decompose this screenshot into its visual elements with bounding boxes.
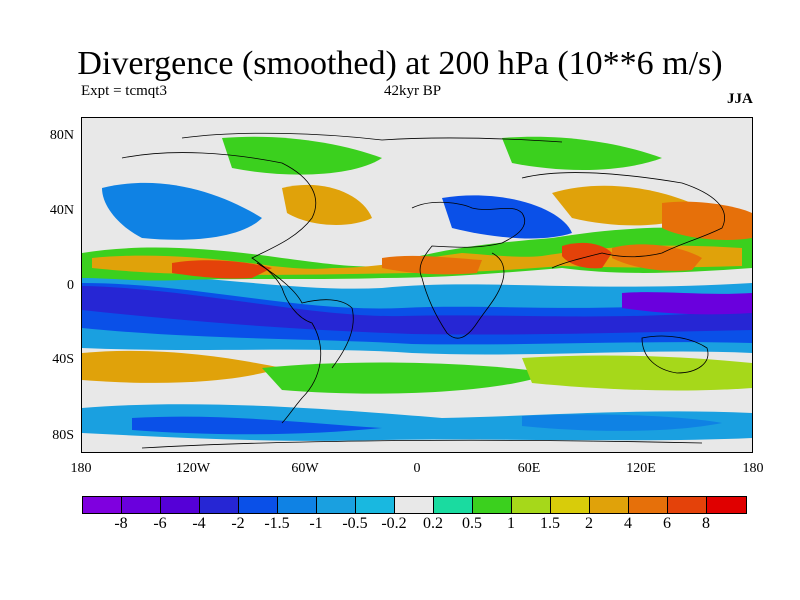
colorbar-label: -8 xyxy=(114,515,128,532)
colorbar-label: -1.5 xyxy=(264,515,290,532)
colorbar-swatch xyxy=(122,497,161,513)
colorbar-swatch xyxy=(512,497,551,513)
colorbar-label: -6 xyxy=(153,515,167,532)
colorbar-label: -4 xyxy=(192,515,206,532)
lon-label-120e: 120E xyxy=(626,461,656,476)
colorbar-label: -2 xyxy=(231,515,245,532)
season-label: JJA xyxy=(727,91,753,107)
colorbar-label: -0.5 xyxy=(342,515,368,532)
colorbar xyxy=(82,496,747,514)
colorbar-swatch xyxy=(590,497,629,513)
colorbar-label: -1 xyxy=(309,515,323,532)
lat-label-80n: 80N xyxy=(49,128,74,143)
experiment-label: Expt = tcmqt3 xyxy=(81,83,167,99)
colorbar-label: 1.5 xyxy=(540,515,560,532)
colorbar-swatch xyxy=(395,497,434,513)
colorbar-swatch xyxy=(239,497,278,513)
colorbar-swatch xyxy=(317,497,356,513)
colorbar-label: 0.5 xyxy=(462,515,482,532)
colorbar-swatch xyxy=(668,497,707,513)
lat-label-0: 0 xyxy=(67,278,74,293)
lon-label-60w: 60W xyxy=(291,461,319,476)
lat-label-40n: 40N xyxy=(49,203,74,218)
lon-label-180w: 180 xyxy=(70,461,92,476)
lon-label-120w: 120W xyxy=(175,461,211,476)
map-canvas xyxy=(82,118,752,452)
colorbar-label: 4 xyxy=(624,515,632,532)
colorbar-swatch xyxy=(551,497,590,513)
divergence-map xyxy=(81,117,753,453)
colorbar-label: 0.2 xyxy=(423,515,443,532)
colorbar-label: 8 xyxy=(702,515,710,532)
colorbar-swatch xyxy=(161,497,200,513)
period-label: 42kyr BP xyxy=(384,83,442,99)
lon-label-60e: 60E xyxy=(517,461,541,476)
colorbar-swatch xyxy=(707,497,746,513)
colorbar-swatch xyxy=(200,497,239,513)
colorbar-swatch xyxy=(473,497,512,513)
colorbar-swatch xyxy=(278,497,317,513)
colorbar-swatch xyxy=(629,497,668,513)
colorbar-swatch xyxy=(83,497,122,513)
colorbar-swatch xyxy=(356,497,395,513)
lat-label-40s: 40S xyxy=(52,352,74,367)
colorbar-label: -0.2 xyxy=(381,515,407,532)
lon-label-0: 0 xyxy=(413,461,421,476)
lon-label-180e: 180 xyxy=(742,461,764,476)
lat-label-80s: 80S xyxy=(52,428,74,443)
colorbar-label: 2 xyxy=(585,515,593,532)
coastlines xyxy=(121,132,725,449)
page-title: Divergence (smoothed) at 200 hPa (10**6 … xyxy=(77,45,723,82)
colorbar-swatch xyxy=(434,497,473,513)
colorbar-label: 6 xyxy=(663,515,671,532)
colorbar-label: 1 xyxy=(507,515,515,532)
